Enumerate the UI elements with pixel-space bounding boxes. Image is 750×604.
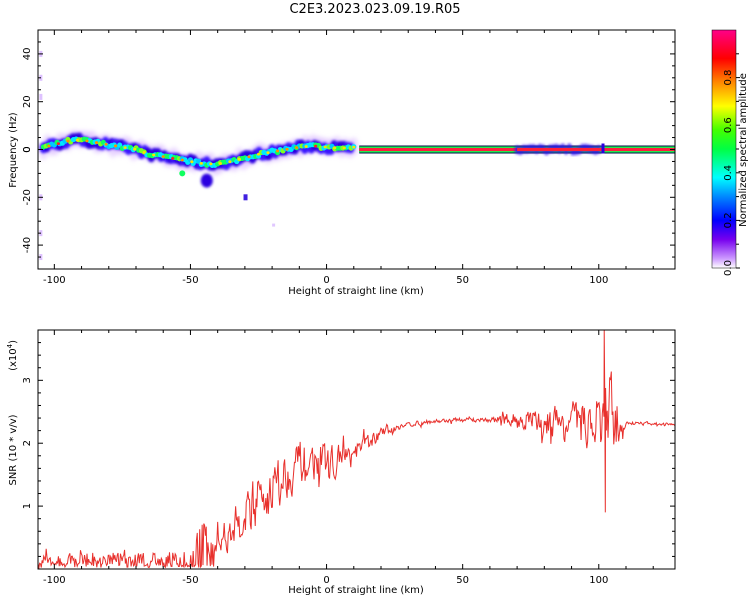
hot-spot bbox=[85, 139, 89, 143]
x-tick-label: 50 bbox=[456, 575, 469, 586]
hot-spot bbox=[161, 155, 165, 159]
hot-spot bbox=[104, 142, 108, 146]
hot-spot bbox=[56, 142, 61, 146]
y-tick-label: 20 bbox=[22, 95, 33, 108]
hot-spot bbox=[113, 144, 118, 148]
x-tick-label: 100 bbox=[589, 575, 608, 586]
figure-title: C2E3.2023.023.09.19.R05 bbox=[289, 2, 461, 17]
hot-spot bbox=[256, 152, 261, 156]
spectrogram-ylabel: Frequency (Hz) bbox=[8, 112, 19, 188]
snr-frame bbox=[37, 329, 676, 570]
colorbar-tick-label: 0.8 bbox=[723, 70, 734, 86]
snr-panel: -100 -50 0 50 100 1 2 3 Height of straight line… bbox=[6, 329, 676, 596]
colorbar-tick-label: 0.6 bbox=[723, 117, 734, 133]
colorbar: 0.0 0.2 0.4 0.6 0.8 Normalized spectral ampl… bbox=[711, 29, 749, 276]
snr-plot-area bbox=[38, 330, 675, 569]
hot-spot bbox=[142, 150, 146, 154]
x-tick-label: -100 bbox=[43, 275, 66, 286]
y-tick-label: -20 bbox=[22, 189, 33, 205]
hot-spot bbox=[295, 146, 299, 149]
hot-spot bbox=[314, 144, 318, 148]
hot-spot bbox=[75, 138, 80, 142]
hot-spot bbox=[342, 146, 346, 150]
y-tick-label: -40 bbox=[22, 237, 33, 253]
hot-spot bbox=[304, 145, 308, 148]
hot-spot bbox=[94, 141, 99, 144]
snr-ylabel: SNR (10 * v/v) bbox=[8, 414, 19, 485]
colorbar-tick-label: 0.4 bbox=[723, 165, 734, 181]
envelope-blob bbox=[200, 173, 213, 188]
hot-spot bbox=[123, 146, 127, 149]
y-tick-label: 3 bbox=[22, 377, 33, 383]
colorbar-tick-label: 0.2 bbox=[723, 212, 734, 228]
hot-spot bbox=[218, 161, 222, 165]
hot-spot bbox=[333, 146, 337, 150]
snr-series-line bbox=[38, 330, 675, 569]
hot-spot bbox=[285, 147, 289, 151]
hot-spot bbox=[247, 155, 251, 159]
snr-scale-exponent: 4 bbox=[6, 343, 14, 348]
hot-spot bbox=[171, 156, 175, 160]
snr-xlabel: Height of straight line (km) bbox=[288, 585, 424, 596]
x-tick-label: 50 bbox=[456, 275, 469, 286]
hot-spot bbox=[323, 145, 327, 149]
late-tail bbox=[601, 143, 605, 154]
y-tick-label: 2 bbox=[22, 440, 33, 446]
hot-spot bbox=[133, 147, 137, 151]
hot-spot bbox=[266, 151, 270, 155]
hot-spot bbox=[190, 160, 194, 164]
spectrogram-xlabel: Height of straight line (km) bbox=[288, 286, 424, 297]
core-blob bbox=[179, 170, 186, 177]
hot-spot bbox=[209, 162, 213, 166]
y-tick-label: 1 bbox=[22, 503, 33, 509]
x-tick-label: -100 bbox=[43, 575, 66, 586]
hot-spot bbox=[275, 149, 280, 153]
x-tick-label: -50 bbox=[182, 275, 198, 286]
snr-axes: -100 -50 0 50 100 1 2 3 bbox=[22, 330, 675, 586]
hot-spot bbox=[152, 153, 156, 157]
colorbar-tick-label: 0.0 bbox=[723, 260, 734, 276]
x-tick-label: 0 bbox=[323, 275, 329, 286]
svg-text:(x104): (x104) bbox=[6, 340, 19, 371]
stray-point bbox=[243, 194, 248, 201]
colorbar-gradient bbox=[711, 29, 737, 269]
snr-scale-base: (x10 bbox=[8, 348, 19, 371]
x-tick-label: -50 bbox=[182, 575, 198, 586]
y-tick-label: 40 bbox=[22, 48, 33, 61]
hot-spot bbox=[66, 139, 70, 143]
y-tick-label: 0 bbox=[22, 146, 33, 152]
hot-spot bbox=[199, 161, 203, 165]
y-tick-label: 0 bbox=[22, 146, 33, 152]
band-center-late bbox=[517, 147, 602, 152]
x-tick-label: 0 bbox=[323, 575, 329, 586]
spectrogram-plot-area bbox=[38, 50, 675, 261]
x-tick-label: 100 bbox=[589, 275, 608, 286]
colorbar-label: Normalized spectral amplitude bbox=[738, 73, 749, 227]
colorbar-ticks: 0.0 0.2 0.4 0.6 0.8 bbox=[723, 53, 740, 276]
hot-spot bbox=[237, 157, 242, 161]
hot-spot bbox=[352, 145, 356, 149]
snr-scale-label: (x104) bbox=[6, 340, 19, 371]
hot-spot bbox=[228, 160, 232, 164]
stray-point bbox=[39, 93, 43, 100]
hot-spot bbox=[47, 144, 51, 148]
hot-spot bbox=[180, 158, 184, 162]
stray-point bbox=[272, 223, 276, 227]
spectrogram-core bbox=[40, 136, 357, 177]
